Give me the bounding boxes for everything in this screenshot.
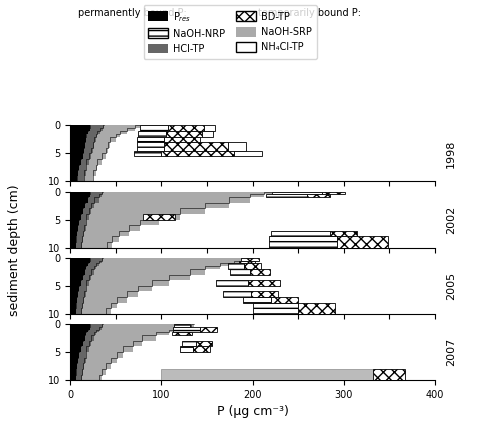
Bar bbox=[307, 194, 330, 197]
Bar bbox=[271, 231, 330, 236]
Text: temporarily bound P:: temporarily bound P: bbox=[258, 8, 360, 18]
Bar bbox=[164, 137, 200, 142]
Bar bbox=[234, 150, 262, 156]
Bar bbox=[164, 142, 228, 150]
Bar bbox=[250, 269, 270, 275]
Legend: P$_{res}$, NaOH-NRP, HCl-TP, BD-TP, NaOH-SRP, NH₄Cl-TP: P$_{res}$, NaOH-NRP, HCl-TP, BD-TP, NaOH… bbox=[144, 5, 316, 59]
Text: 2007: 2007 bbox=[446, 338, 456, 366]
Bar bbox=[330, 231, 357, 236]
Bar bbox=[193, 346, 210, 352]
Bar bbox=[272, 191, 322, 194]
Bar bbox=[204, 125, 215, 131]
Bar bbox=[140, 125, 168, 131]
Bar bbox=[250, 292, 278, 297]
Text: permanently bound P:: permanently bound P: bbox=[78, 8, 186, 18]
Bar bbox=[373, 369, 405, 380]
Bar bbox=[216, 280, 248, 286]
Bar bbox=[322, 191, 344, 194]
Bar bbox=[136, 137, 164, 142]
Bar bbox=[166, 131, 202, 137]
Bar bbox=[168, 125, 204, 131]
Bar bbox=[172, 333, 193, 335]
Bar bbox=[182, 341, 196, 346]
Bar bbox=[240, 258, 259, 260]
X-axis label: P (μg cm⁻³): P (μg cm⁻³) bbox=[216, 406, 288, 419]
Text: 1998: 1998 bbox=[446, 139, 456, 168]
Bar bbox=[228, 264, 244, 269]
Bar bbox=[161, 369, 373, 380]
Bar bbox=[271, 297, 298, 303]
Bar bbox=[252, 303, 298, 314]
Bar bbox=[338, 236, 388, 248]
Bar bbox=[202, 131, 213, 137]
Bar bbox=[244, 297, 271, 303]
Bar bbox=[244, 264, 260, 269]
Bar bbox=[269, 236, 338, 248]
Bar bbox=[230, 269, 250, 275]
Bar bbox=[266, 194, 307, 197]
Bar bbox=[134, 150, 161, 156]
Text: 2002: 2002 bbox=[446, 206, 456, 234]
Bar bbox=[161, 150, 234, 156]
Bar bbox=[298, 303, 335, 314]
Bar bbox=[248, 280, 280, 286]
Bar bbox=[239, 260, 255, 264]
Bar bbox=[173, 327, 201, 333]
Text: 2005: 2005 bbox=[446, 272, 456, 300]
Bar bbox=[200, 327, 217, 333]
Bar bbox=[180, 346, 193, 352]
Bar bbox=[143, 214, 175, 219]
Bar bbox=[138, 131, 166, 137]
Text: sediment depth (cm): sediment depth (cm) bbox=[8, 185, 22, 316]
Bar bbox=[136, 142, 164, 150]
Bar bbox=[196, 341, 212, 346]
Bar bbox=[224, 292, 250, 297]
Bar bbox=[174, 324, 190, 327]
Bar bbox=[228, 142, 246, 150]
